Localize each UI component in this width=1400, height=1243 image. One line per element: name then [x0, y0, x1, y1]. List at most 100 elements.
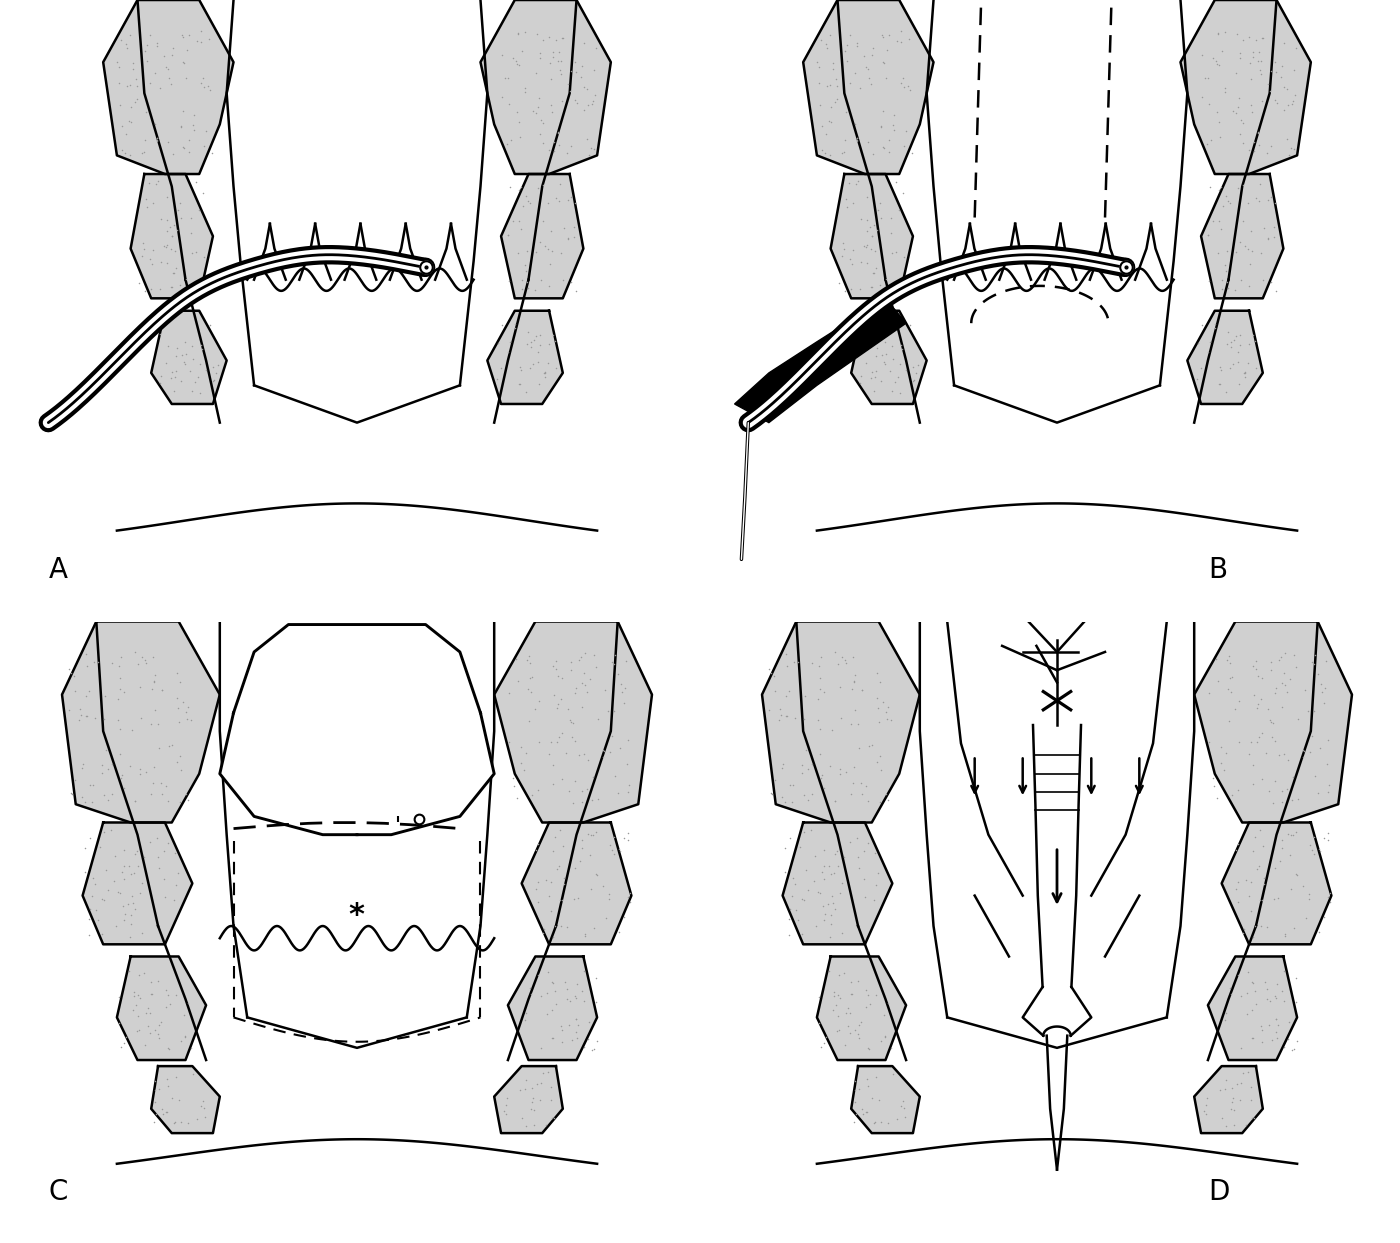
Point	[818, 961, 840, 981]
Point	[855, 1103, 878, 1122]
Point	[771, 755, 794, 774]
Point	[811, 117, 833, 137]
Point	[491, 87, 514, 107]
Point	[125, 844, 147, 864]
Point	[529, 109, 552, 129]
Point	[1243, 685, 1266, 705]
Point	[848, 1028, 871, 1048]
Point	[855, 235, 878, 255]
Point	[1299, 835, 1322, 855]
Point	[129, 758, 151, 778]
Point	[778, 899, 801, 919]
Point	[827, 855, 850, 875]
Point	[91, 763, 113, 783]
Point	[840, 983, 862, 1003]
Point	[538, 140, 560, 160]
Point	[146, 132, 168, 152]
Point	[556, 229, 578, 249]
Point	[1267, 745, 1289, 764]
Point	[101, 755, 123, 774]
Point	[815, 124, 837, 144]
Point	[508, 180, 531, 200]
Point	[1210, 177, 1232, 196]
Point	[1273, 77, 1295, 97]
Point	[143, 671, 165, 691]
Point	[140, 679, 162, 699]
Point	[515, 261, 538, 281]
Point	[571, 838, 594, 858]
Point	[153, 236, 175, 256]
Point	[841, 983, 864, 1003]
Point	[812, 869, 834, 889]
Point	[528, 334, 550, 354]
Point	[504, 314, 526, 334]
Point	[840, 783, 862, 803]
Point	[538, 334, 560, 354]
Point	[1270, 67, 1292, 87]
Point	[547, 191, 570, 211]
Point	[1219, 667, 1242, 687]
Point	[581, 767, 603, 787]
Point	[1240, 102, 1263, 122]
Point	[840, 280, 862, 300]
Point	[896, 76, 918, 96]
Point	[515, 1116, 538, 1136]
Point	[157, 210, 179, 230]
Point	[141, 648, 164, 667]
Point	[778, 909, 801, 929]
Point	[847, 858, 869, 878]
Point	[809, 667, 832, 687]
Point	[515, 334, 538, 354]
Point	[1273, 743, 1295, 763]
Point	[552, 29, 574, 48]
Point	[892, 137, 914, 157]
Point	[1229, 232, 1252, 252]
Point	[547, 51, 570, 71]
Point	[563, 889, 585, 909]
Point	[564, 91, 587, 111]
Point	[1238, 276, 1260, 296]
Point	[535, 1115, 557, 1135]
Point	[853, 869, 875, 889]
Point	[185, 173, 207, 193]
Point	[619, 892, 641, 912]
Point	[1232, 133, 1254, 153]
Point	[1222, 1115, 1245, 1135]
Point	[540, 94, 563, 114]
Point	[1246, 699, 1268, 718]
Point	[109, 745, 132, 764]
Point	[532, 920, 554, 940]
Point	[71, 755, 94, 774]
Point	[571, 830, 594, 850]
Point	[130, 246, 153, 266]
Point	[1317, 830, 1340, 850]
Point	[515, 272, 538, 292]
Point	[550, 890, 573, 910]
Point	[140, 255, 162, 275]
Point	[1302, 844, 1324, 864]
Point	[892, 1091, 914, 1111]
Point	[554, 743, 577, 763]
Point	[619, 884, 641, 904]
Point	[878, 131, 900, 150]
Point	[134, 1003, 157, 1023]
Polygon shape	[487, 311, 563, 404]
Point	[609, 738, 631, 758]
Point	[1215, 382, 1238, 401]
Point	[1257, 190, 1280, 210]
Point	[1271, 792, 1294, 812]
Point	[507, 24, 529, 44]
Point	[1240, 1090, 1263, 1110]
Point	[806, 52, 829, 72]
Point	[862, 39, 885, 58]
Point	[794, 709, 816, 728]
Point	[818, 111, 840, 131]
Point	[155, 1103, 178, 1122]
Point	[1303, 766, 1326, 786]
Point	[602, 828, 624, 848]
Point	[547, 42, 570, 62]
Point	[120, 112, 143, 132]
Point	[514, 255, 536, 275]
Point	[1256, 143, 1278, 163]
Point	[564, 1023, 587, 1043]
